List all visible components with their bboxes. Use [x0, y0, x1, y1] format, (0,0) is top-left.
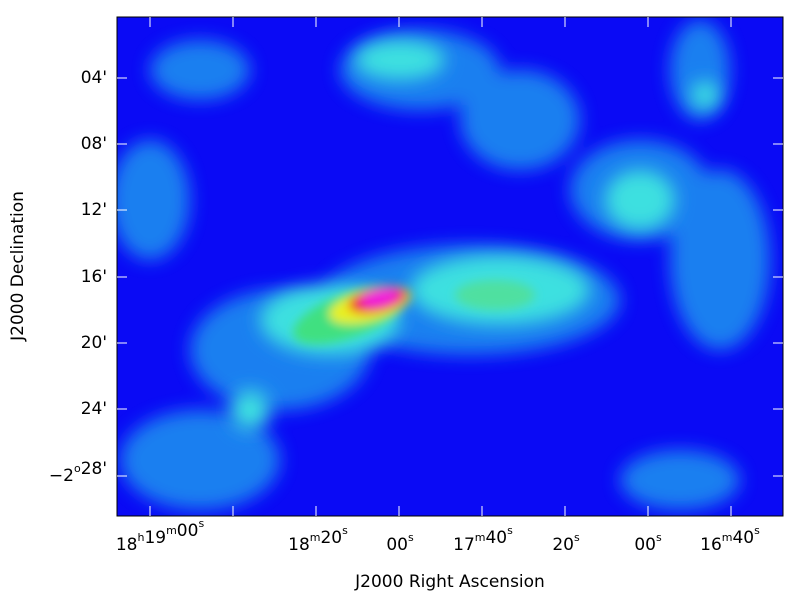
y-tick-label: 16' — [81, 267, 107, 287]
x-tick-label: 00s — [634, 531, 662, 555]
x-tick-label: 17m40s — [453, 524, 513, 555]
x-tick-label: 00s — [386, 531, 414, 555]
y-tick-label: −2o28' — [49, 459, 107, 486]
y-axis-title: J2000 Declination — [8, 191, 28, 342]
y-tick-label: 04' — [81, 68, 107, 88]
x-tick-label: 18h19m00s — [116, 517, 205, 555]
x-tick-label: 18m20s — [288, 524, 348, 555]
y-tick-label: 08' — [81, 134, 107, 154]
y-tick-label: 20' — [81, 333, 107, 353]
x-tick-label: 16m40s — [700, 524, 760, 555]
intensity-map — [117, 17, 783, 516]
y-tick-label: 12' — [81, 200, 107, 220]
x-axis-title: J2000 Right Ascension — [354, 572, 545, 592]
x-tick-label: 20s — [552, 531, 580, 555]
frame — [116, 16, 784, 517]
y-tick-label: 24' — [81, 399, 107, 419]
